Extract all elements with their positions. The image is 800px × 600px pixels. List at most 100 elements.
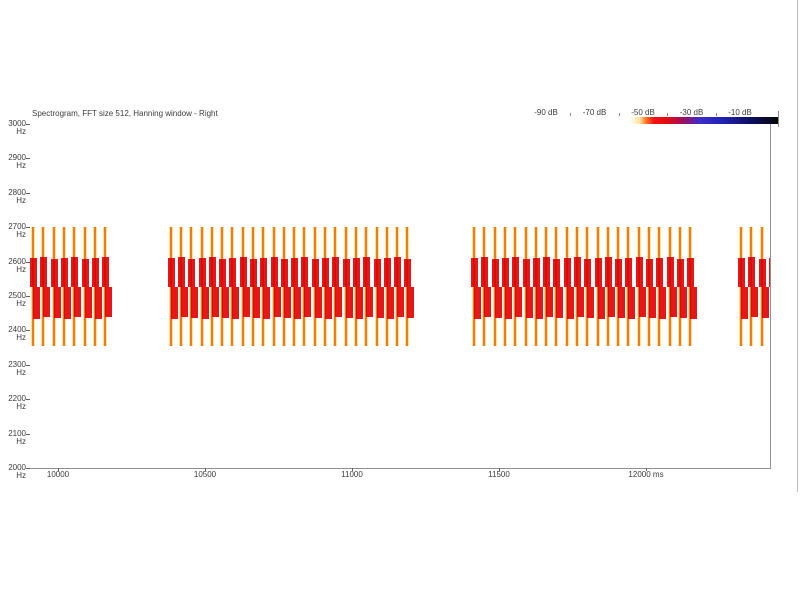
pulse-weak-line [535,227,537,346]
pulse-weak-line [406,227,408,346]
pulse-strong-lower [556,287,563,318]
pulse-strong-lower [762,287,769,318]
pulse-weak-line [262,227,264,346]
pulse-weak-line [761,227,763,346]
pulse-strong-lower [618,287,625,318]
pulse-strong-lower [377,287,384,318]
pulse-strong-lower [243,287,250,317]
pulse-weak-line [104,227,106,346]
pulse-weak-line [514,227,516,346]
pulse-strong-lower [670,287,677,317]
pulse-weak-line [180,227,182,346]
pulse-weak-line [658,227,660,346]
pulse-weak-line [273,227,275,346]
freq-tick-label: 2800 Hz [8,188,26,205]
pulse-strong-lower [484,287,491,317]
pulse-weak-line [345,227,347,346]
pulse-strong-lower [741,287,748,319]
pulse-weak-line [494,227,496,346]
pulse-strong-lower [294,287,301,319]
pulse-strong-lower [253,287,260,318]
pulse-strong-lower [567,287,574,319]
pulse-strong-lower [546,287,553,317]
freq-tick-mark [26,296,30,297]
freq-tick-mark [26,434,30,435]
spectrogram-canvas[interactable] [30,124,770,468]
pulse-strong-lower [284,287,291,318]
pulse-strong-lower [33,287,40,319]
pulse-strong-lower [387,287,394,319]
pulse-weak-line [190,227,192,346]
pulse-weak-line [617,227,619,346]
pulse-weak-line [334,227,336,346]
legend-tick-label: -30 dB [679,108,704,117]
pulse-weak-line [303,227,305,346]
pulse-weak-line [211,227,213,346]
freq-tick-mark [26,193,30,194]
pulse-strong-lower [85,287,92,318]
pulse-weak-line [525,227,527,346]
pulse-weak-line [170,227,172,346]
pulse-strong-lower [346,287,353,318]
freq-tick-mark [26,399,30,400]
pulse-weak-line [648,227,650,346]
pulse-strong-lower [232,287,239,319]
pulse-strong-lower [105,287,112,317]
pulse-strong-lower [397,287,404,317]
freq-tick-mark [26,158,30,159]
pulse-strong-lower [304,287,311,317]
pulse-strong-lower [202,287,209,319]
pulse-weak-line [750,227,752,346]
pulse-weak-line [94,227,96,346]
pulse-weak-line [355,227,357,346]
colorbar-end-tick [778,111,779,127]
legend-minor-tick [667,113,669,116]
freq-tick-label: 2300 Hz [8,360,26,377]
pulse-strong-lower [356,287,363,319]
pulse-strong-lower [212,287,219,317]
pulse-weak-line [365,227,367,346]
pulse-strong-lower [515,287,522,317]
pulse-strong-lower [639,287,646,317]
time-tick-label: 11000 [341,470,363,479]
pulse-weak-line [627,227,629,346]
colorbar-gradient [546,117,778,124]
pulse-strong-lower [680,287,687,318]
pulse-strong-lower [335,287,342,317]
freq-tick-mark [26,227,30,228]
pulse-strong-lower [366,287,373,317]
pulse-weak-line [607,227,609,346]
plot-border-right [770,124,771,469]
pulse-weak-line [473,227,475,346]
pulse-weak-line [566,227,568,346]
pulse-weak-line [679,227,681,346]
pulse-strong-upper [769,258,770,287]
freq-tick-mark [26,468,30,469]
pulse-strong-lower [536,287,543,319]
pulse-strong-lower [407,287,414,318]
pulse-strong-lower [628,287,635,319]
legend-tick-label: -70 dB [582,108,607,117]
pulse-weak-line [63,227,65,346]
freq-tick-mark [26,262,30,263]
pulse-weak-line [314,227,316,346]
time-tick-label: 10000 [46,470,70,479]
time-tick-label: 10500 [193,470,217,479]
pulse-strong-lower [74,287,81,317]
plot-border-bottom [30,468,771,469]
legend-tick-label: -90 dB [534,108,558,117]
pulse-weak-line [638,227,640,346]
freq-tick-label: 2100 Hz [8,429,26,446]
pulse-strong-lower [659,287,666,319]
pulse-weak-line [324,227,326,346]
legend-tick-label: -50 dB [631,108,655,117]
freq-tick-label: 2200 Hz [8,394,26,411]
pulse-strong-lower [263,287,270,319]
pulse-weak-line [555,227,557,346]
pulse-weak-line [293,227,295,346]
pulse-weak-line [73,227,75,346]
pulse-strong-lower [608,287,615,317]
pulse-strong-lower [64,287,71,319]
pulse-weak-line [740,227,742,346]
